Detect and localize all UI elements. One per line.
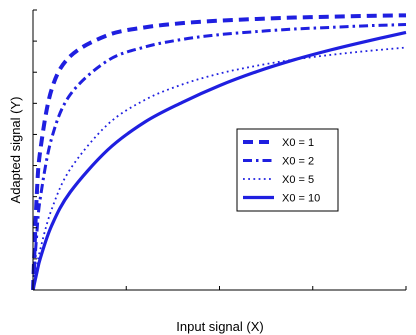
legend-label-1: X0 = 1: [282, 137, 314, 149]
plot-area: [33, 10, 406, 290]
x-ticks: [32, 286, 407, 290]
y-axis-label: Adapted signal (Y): [8, 97, 23, 204]
legend-label-4: X0 = 10: [282, 193, 320, 205]
legend-label-2: X0 = 2: [282, 156, 314, 168]
series-line-1: [31, 13, 407, 291]
legend: X0 = 1 X0 = 2 X0 = 5 X0 = 10: [236, 128, 339, 212]
series-line-3: [32, 46, 407, 291]
series-line-4: [31, 30, 407, 291]
legend-items: X0 = 1 X0 = 2 X0 = 5 X0 = 10: [243, 137, 320, 205]
series-line-2: [31, 23, 407, 291]
series-lines: [31, 13, 407, 291]
x-axis-label: Input signal (X): [176, 319, 263, 334]
y-ticks: [33, 9, 37, 291]
legend-label-3: X0 = 5: [282, 174, 314, 186]
